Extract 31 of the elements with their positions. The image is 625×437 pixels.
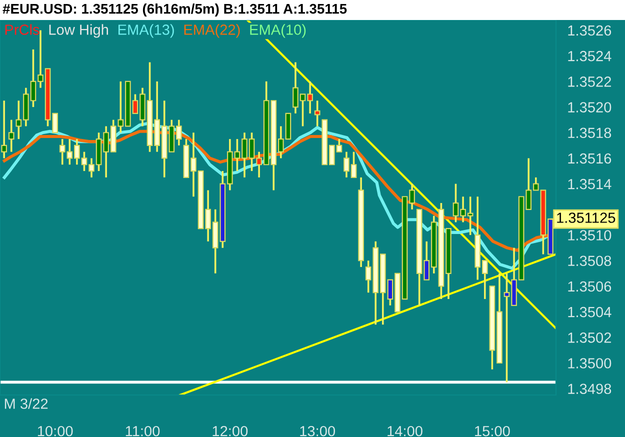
y-tick-label: 1.3500 — [568, 358, 612, 368]
y-tick-label: 1.3508 — [568, 256, 612, 266]
x-tick-label: 14:00 — [388, 426, 422, 436]
annotation: PrCls — [5, 24, 40, 35]
y-tick-label: 1.3522 — [568, 76, 611, 87]
y-tick-label: 1.3520 — [568, 102, 612, 112]
candlestick — [8, 118, 14, 153]
x-tick-label: 15:00 — [475, 426, 510, 436]
y-tick-label: 1.3504 — [568, 306, 612, 318]
annotation: Low High — [49, 24, 108, 38]
annotation: 1.351125 — [557, 212, 616, 223]
y-tick-label: 1.3518 — [568, 128, 612, 138]
text: EMA(22) — [184, 24, 240, 38]
candlestick — [1, 100, 8, 160]
y-tick-label: 1.3510 — [568, 230, 612, 240]
y-tick-label: 1.3498 — [568, 384, 612, 394]
x-tick-label: 12:00 — [212, 426, 248, 436]
x-tick-label: 10:00 — [38, 426, 73, 436]
y-tick-label: 1.3506 — [568, 281, 612, 292]
y-tick-label: 1.3526 — [568, 25, 612, 36]
y-tick-label: 1.3514 — [568, 178, 612, 190]
text: M 3/22 — [4, 398, 48, 409]
y-tick-label: 1.3524 — [568, 50, 612, 62]
x-tick-label: 13:00 — [300, 426, 336, 436]
annotation: EMA(10) — [250, 24, 306, 38]
y-tick-label: 1.3502 — [568, 332, 611, 343]
x-tick-label: 11:00 — [126, 426, 160, 436]
text: EMA(13) — [118, 24, 174, 38]
y-tick-label: 1.3516 — [568, 153, 612, 164]
candlestick — [314, 100, 320, 128]
chart-title: #EUR.USD: 1.351125 (6h16m/5m) B:1.3511 A:1.35115 — [2, 4, 347, 16]
